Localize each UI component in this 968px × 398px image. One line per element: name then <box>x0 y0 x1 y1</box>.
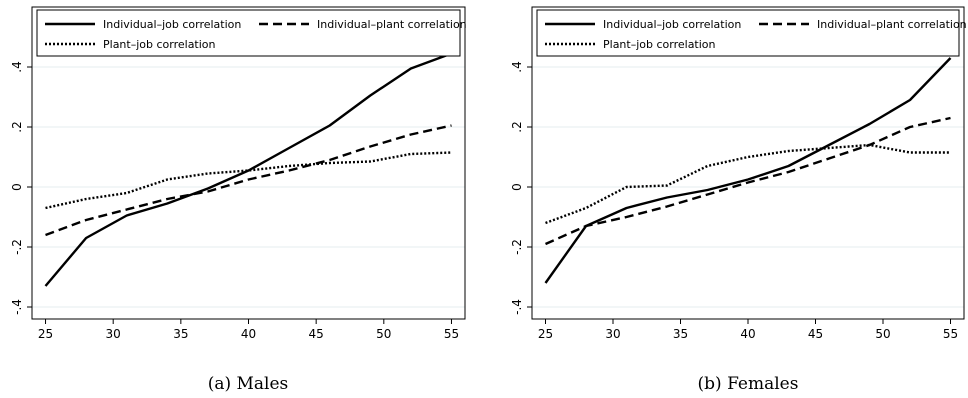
x-tick-label: 40 <box>740 327 755 341</box>
x-tick-label: 25 <box>538 327 553 341</box>
y-tick-label: .2 <box>10 121 24 132</box>
x-tick-label: 40 <box>241 327 256 341</box>
series-line-solid <box>44 52 452 287</box>
x-tick-label: 50 <box>376 327 391 341</box>
legend-label: Individual–job correlation <box>103 18 241 31</box>
legend-label: Individual–plant correlation <box>317 18 467 31</box>
series-line-dashed <box>45 124 452 237</box>
panel-caption: (b) Females <box>698 374 799 394</box>
series-line-dotted <box>545 143 951 225</box>
x-tick-label: 25 <box>38 327 53 341</box>
y-tick-label: -.2 <box>510 239 524 255</box>
y-tick-label: .4 <box>510 61 524 72</box>
x-tick-label: 50 <box>875 327 890 341</box>
y-tick-label: 0 <box>10 183 24 191</box>
y-tick-label: -.4 <box>10 299 24 315</box>
panel-males: -.4 -.2 0 .2 .4 25 30 35 40 45 50 55 Individual–job … <box>10 6 467 394</box>
legend: Individual–job correlation Individual–pla… <box>36 9 467 57</box>
x-tick-label: 30 <box>106 327 121 341</box>
series-line-dashed <box>545 116 951 246</box>
y-tick-label: 0 <box>510 183 524 191</box>
y-tick-label: .4 <box>10 61 24 72</box>
y-tick-label: -.2 <box>10 239 24 255</box>
x-tick-label: 45 <box>309 327 324 341</box>
legend-box <box>536 9 960 57</box>
legend-label: Plant–job correlation <box>603 38 716 51</box>
legend-label: Individual–plant correlation <box>817 18 967 31</box>
series-line-dotted <box>45 151 452 210</box>
panel-caption: (a) Males <box>208 374 289 394</box>
legend-box <box>36 9 461 57</box>
series-line-solid <box>544 57 952 284</box>
x-tick-label: 35 <box>173 327 188 341</box>
x-tick-label: 45 <box>808 327 823 341</box>
legend-label: Plant–job correlation <box>103 38 216 51</box>
x-tick-label: 30 <box>605 327 620 341</box>
x-tick-label: 35 <box>673 327 688 341</box>
panel-females: -.4 -.2 0 .2 .4 25 30 35 40 45 50 55 Individual–job … <box>510 6 967 394</box>
legend-label: Individual–job correlation <box>603 18 741 31</box>
x-tick-label: 55 <box>943 327 958 341</box>
y-tick-label: -.4 <box>510 299 524 315</box>
y-tick-label: .2 <box>510 121 524 132</box>
x-tick-label: 55 <box>444 327 459 341</box>
legend: Individual–job correlation Individual–pla… <box>536 9 967 57</box>
